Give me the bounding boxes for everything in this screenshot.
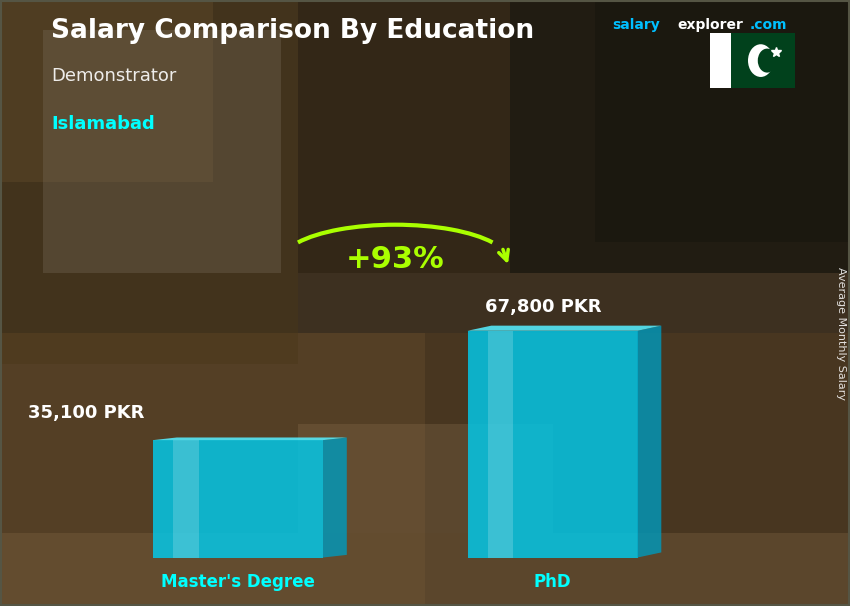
- Bar: [0, 0, 212, 182]
- Polygon shape: [638, 325, 661, 558]
- Bar: [0, 533, 850, 606]
- Bar: [0, 0, 298, 364]
- Polygon shape: [173, 440, 199, 558]
- Bar: [510, 0, 850, 273]
- Polygon shape: [468, 331, 638, 558]
- Text: +93%: +93%: [346, 245, 445, 275]
- Polygon shape: [153, 440, 323, 558]
- Polygon shape: [488, 331, 513, 558]
- Polygon shape: [153, 438, 347, 440]
- Text: salary: salary: [612, 18, 660, 32]
- Text: explorer: explorer: [677, 18, 743, 32]
- Bar: [42, 30, 280, 273]
- Circle shape: [748, 44, 774, 77]
- Text: PhD: PhD: [534, 573, 571, 591]
- Bar: [0, 333, 425, 606]
- Bar: [298, 424, 552, 533]
- Bar: [298, 0, 850, 273]
- Text: .com: .com: [750, 18, 787, 32]
- Circle shape: [757, 48, 777, 73]
- Polygon shape: [468, 325, 661, 331]
- Text: 67,800 PKR: 67,800 PKR: [484, 298, 601, 316]
- Text: Salary Comparison By Education: Salary Comparison By Education: [51, 18, 534, 44]
- Bar: [425, 333, 850, 606]
- Polygon shape: [731, 33, 795, 88]
- Text: 35,100 PKR: 35,100 PKR: [28, 404, 144, 422]
- Text: Islamabad: Islamabad: [51, 115, 155, 133]
- Text: Master's Degree: Master's Degree: [161, 573, 315, 591]
- Text: Demonstrator: Demonstrator: [51, 67, 177, 85]
- Polygon shape: [323, 438, 347, 558]
- Polygon shape: [710, 33, 731, 88]
- Bar: [595, 0, 850, 242]
- Text: Average Monthly Salary: Average Monthly Salary: [836, 267, 846, 400]
